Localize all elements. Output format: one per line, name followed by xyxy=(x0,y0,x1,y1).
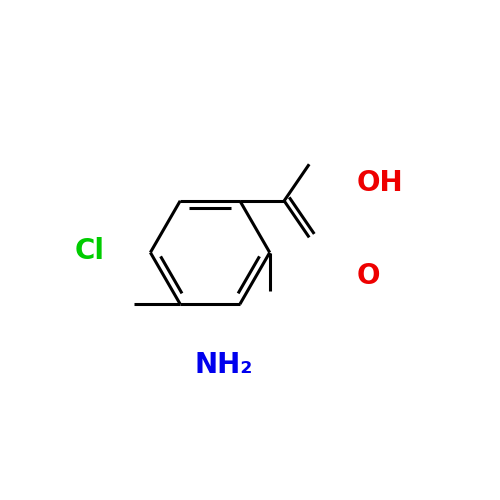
Text: O: O xyxy=(356,262,380,289)
Text: NH₂: NH₂ xyxy=(194,350,252,378)
Text: OH: OH xyxy=(356,169,403,197)
Text: Cl: Cl xyxy=(74,236,104,264)
